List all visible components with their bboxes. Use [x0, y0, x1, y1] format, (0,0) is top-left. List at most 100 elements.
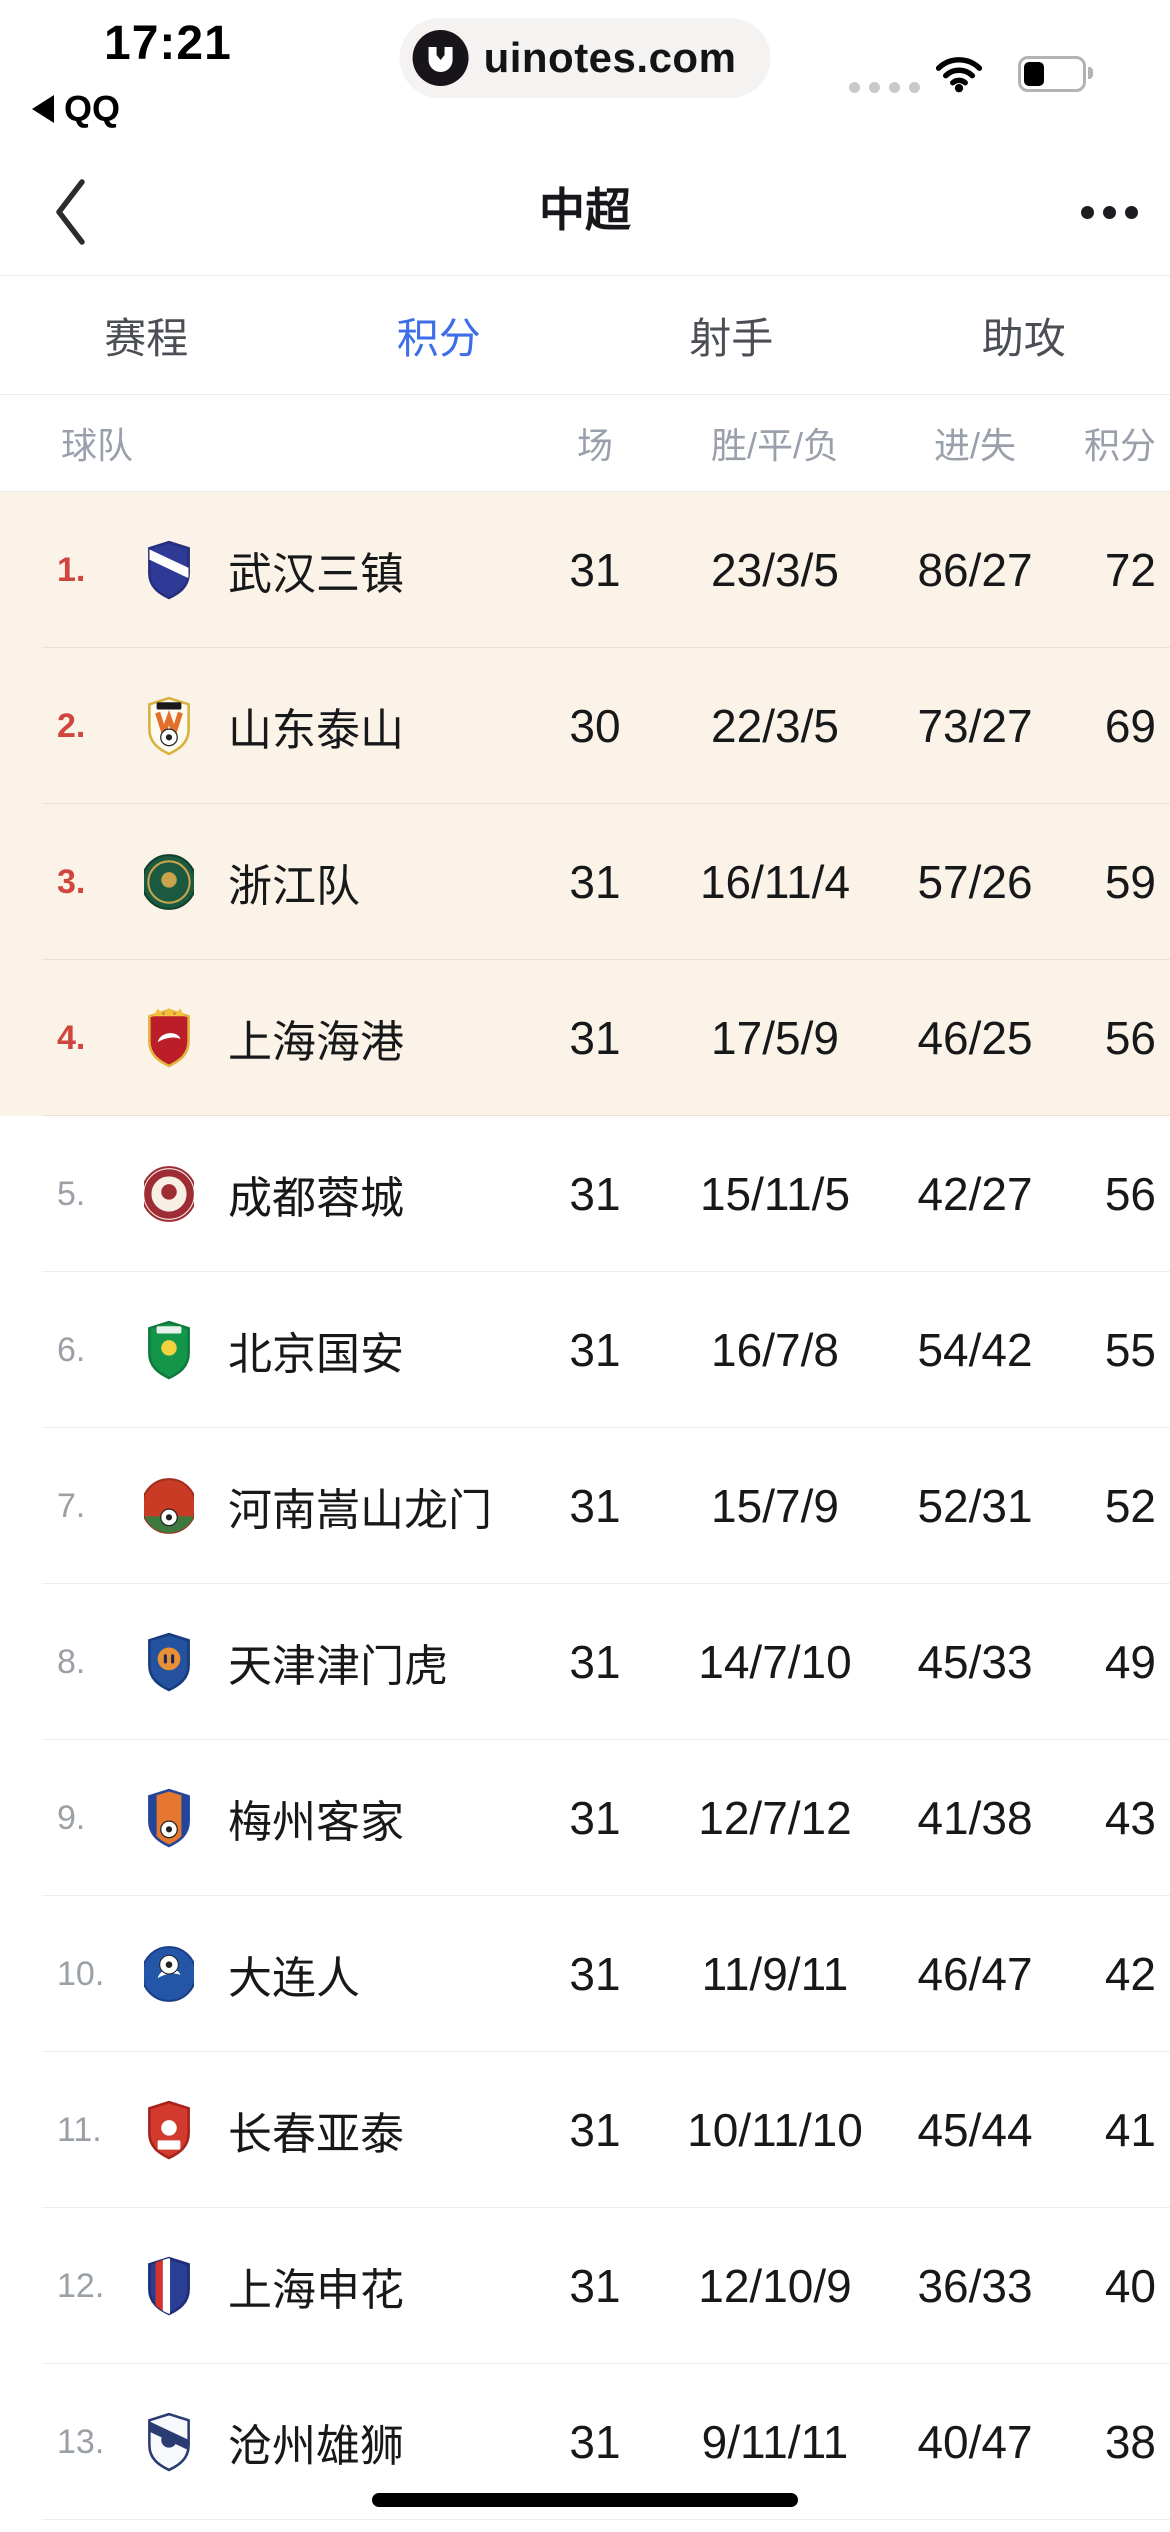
points: 40 — [1104, 2260, 1156, 2312]
table-row[interactable]: 7. 河南嵩山龙门 31 15/7/9 52/31 52 — [0, 1428, 1170, 1584]
rank-label: 7. — [57, 1486, 86, 1525]
rank-label: 10. — [57, 1954, 105, 1993]
played-count: 31 — [569, 2104, 621, 2156]
win-draw-loss: 16/7/8 — [711, 1324, 839, 1376]
table-row[interactable]: 8. 天津津门虎 31 14/7/10 45/33 49 — [0, 1584, 1170, 1740]
standings-table-body: 1. 武汉三镇 31 23/3/5 86/27 72 2. 山东泰山 30 22… — [0, 492, 1170, 2520]
zhejiang-fc-crest — [110, 851, 228, 913]
goals-for-against: 57/26 — [917, 856, 1033, 908]
team-name: 天津津门虎 — [228, 1642, 448, 1691]
table-row[interactable]: 12. 上海申花 31 12/10/9 36/33 40 — [0, 2208, 1170, 2364]
header-played: 场 — [576, 425, 613, 466]
points: 43 — [1104, 1792, 1156, 1844]
table-row[interactable]: 11. 长春亚泰 31 10/11/10 45/44 41 — [0, 2052, 1170, 2208]
played-count: 31 — [569, 1324, 621, 1376]
win-draw-loss: 10/11/10 — [687, 2104, 863, 2156]
table-row[interactable]: 6. 北京国安 31 16/7/8 54/42 55 — [0, 1272, 1170, 1428]
win-draw-loss: 14/7/10 — [698, 1636, 852, 1688]
home-indicator[interactable] — [372, 2493, 798, 2507]
cellular-dots-icon — [849, 82, 920, 93]
rank-label: 12. — [57, 2266, 105, 2305]
goals-for-against: 46/25 — [917, 1012, 1033, 1064]
team-name: 沧州雄狮 — [228, 2422, 404, 2471]
win-draw-loss: 9/11/11 — [701, 2416, 849, 2468]
uinotes-pill: uinotes.com — [399, 18, 771, 98]
header-team: 球队 — [61, 425, 134, 466]
table-row[interactable]: 2. 山东泰山 30 22/3/5 73/27 69 — [0, 648, 1170, 804]
chengdu-rongcheng-crest — [110, 1163, 228, 1225]
tab-scorers[interactable]: 射手 — [689, 314, 774, 362]
team-name: 北京国安 — [228, 1330, 404, 1379]
wifi-icon — [935, 57, 983, 93]
return-to-app-button[interactable]: QQ — [32, 88, 120, 130]
rank-label: 5. — [57, 1174, 86, 1213]
win-draw-loss: 23/3/5 — [711, 544, 839, 596]
shanghai-port-crest — [110, 1007, 228, 1069]
team-name: 河南嵩山龙门 — [228, 1486, 492, 1535]
goals-for-against: 45/33 — [917, 1636, 1033, 1688]
goals-for-against: 36/33 — [917, 2260, 1033, 2312]
tab-standings[interactable]: 积分 — [396, 314, 481, 362]
status-bar: 17:21 QQ uinotes.com — [0, 0, 1170, 150]
changchun-yatai-crest — [110, 2099, 228, 2161]
tab-assists[interactable]: 助攻 — [981, 314, 1066, 362]
goals-for-against: 40/47 — [917, 2416, 1033, 2468]
table-row[interactable]: 5. 成都蓉城 31 15/11/5 42/27 56 — [0, 1116, 1170, 1272]
goals-for-against: 46/47 — [917, 1948, 1033, 2000]
played-count: 31 — [569, 856, 621, 908]
rank-label: 1. — [57, 550, 86, 589]
win-draw-loss: 12/7/12 — [698, 1792, 852, 1844]
meizhou-hakka-crest — [110, 1787, 228, 1849]
rank-label: 2. — [57, 706, 86, 745]
pill-label: uinotes.com — [483, 34, 737, 81]
team-name: 上海申花 — [228, 2266, 404, 2315]
table-row[interactable]: 4. 上海海港 31 17/5/9 46/25 56 — [0, 960, 1170, 1116]
table-row[interactable]: 9. 梅州客家 31 12/7/12 41/38 43 — [0, 1740, 1170, 1896]
points: 59 — [1104, 856, 1156, 908]
points: 69 — [1104, 700, 1156, 752]
table-row[interactable]: 3. 浙江队 31 16/11/4 57/26 59 — [0, 804, 1170, 960]
shandong-taishan-crest — [110, 695, 228, 757]
points: 55 — [1104, 1324, 1156, 1376]
dalian-pro-crest — [110, 1943, 228, 2005]
team-name: 上海海港 — [228, 1018, 404, 1067]
played-count: 31 — [569, 1792, 621, 1844]
played-count: 30 — [569, 700, 621, 752]
played-count: 31 — [569, 2260, 621, 2312]
more-options-button[interactable] — [1071, 150, 1148, 275]
played-count: 31 — [569, 1480, 621, 1532]
table-row[interactable]: 10. 大连人 31 11/9/11 46/47 42 — [0, 1896, 1170, 2052]
uinotes-logo-icon — [412, 30, 469, 86]
wuhan-three-towns-crest — [110, 539, 228, 601]
goals-for-against: 54/42 — [917, 1324, 1033, 1376]
back-chevron-icon[interactable] — [52, 176, 88, 248]
rank-label: 8. — [57, 1642, 86, 1681]
points: 42 — [1104, 1948, 1156, 2000]
team-name: 大连人 — [228, 1954, 360, 2003]
rank-label: 6. — [57, 1330, 86, 1369]
win-draw-loss: 17/5/9 — [711, 1012, 839, 1064]
header-points: 积分 — [1083, 425, 1156, 466]
header-goals: 进/失 — [933, 425, 1016, 466]
header-wdl: 胜/平/负 — [710, 425, 839, 466]
table-row[interactable]: 1. 武汉三镇 31 23/3/5 86/27 72 — [0, 492, 1170, 648]
points: 41 — [1104, 2104, 1156, 2156]
goals-for-against: 45/44 — [917, 2104, 1033, 2156]
played-count: 31 — [569, 1948, 621, 2000]
points: 52 — [1104, 1480, 1156, 1532]
tab-schedule[interactable]: 赛程 — [104, 314, 189, 362]
win-draw-loss: 15/7/9 — [711, 1480, 839, 1532]
back-triangle-icon — [32, 95, 54, 123]
team-name: 武汉三镇 — [228, 550, 404, 599]
beijing-guoan-crest — [110, 1319, 228, 1381]
rank-label: 3. — [57, 862, 86, 901]
page-title: 中超 — [539, 184, 631, 236]
points: 72 — [1104, 544, 1156, 596]
team-name: 浙江队 — [228, 862, 360, 911]
tab-bar: 赛程 积分 射手 助攻 — [0, 276, 1170, 395]
goals-for-against: 41/38 — [917, 1792, 1033, 1844]
rank-label: 11. — [57, 2110, 102, 2149]
team-name: 成都蓉城 — [228, 1174, 404, 1223]
rank-label: 4. — [57, 1018, 86, 1057]
